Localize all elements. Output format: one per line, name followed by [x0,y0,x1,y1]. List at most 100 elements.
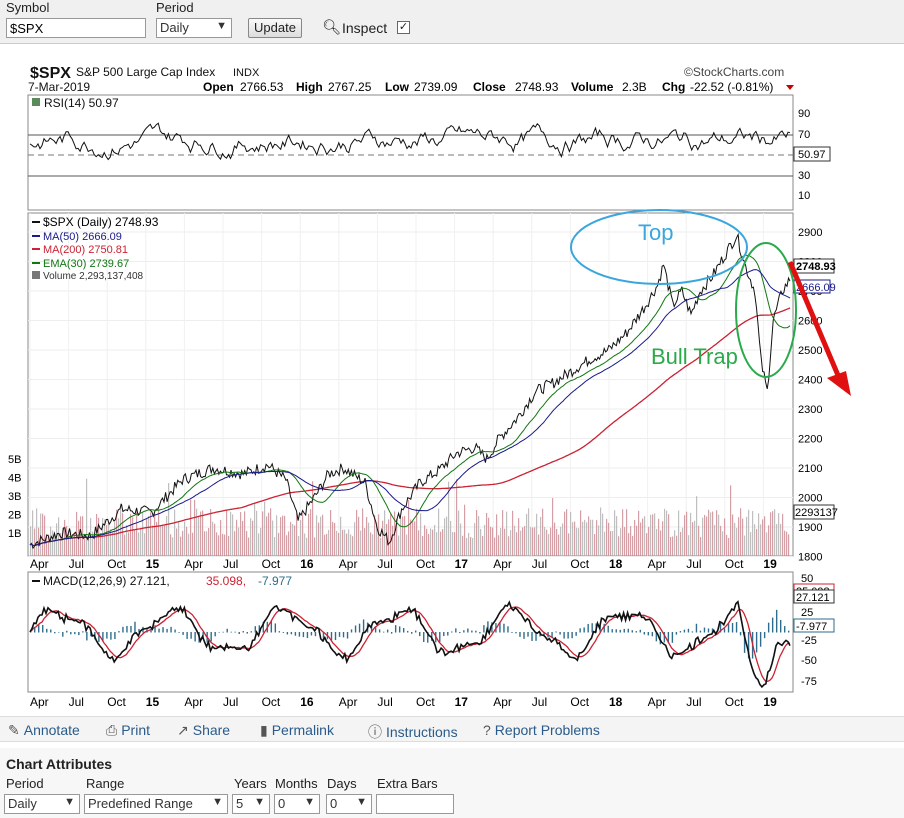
period-select[interactable]: Daily ▼ [156,18,232,38]
volume-bar [428,533,430,556]
inspect-checkbox[interactable]: ✓ [397,21,410,34]
attr-period-select[interactable]: Daily ▼ [4,794,80,814]
volume-bar [92,531,94,556]
volume-bar [110,529,112,556]
volume-bar [332,521,334,556]
volume-bar [624,527,626,556]
report-problems-link[interactable]: ? Report Problems [483,722,600,738]
volume-bar [114,520,116,556]
volume-bar [480,528,482,556]
macd-histogram-bar [747,632,750,659]
volume-bar [128,532,130,556]
macd-histogram-bar [194,632,196,642]
attr-range-select[interactable]: Predefined Range ▼ [84,794,228,814]
x-axis-label: Jul [69,695,84,709]
macd-histogram-bar [118,631,120,633]
volume-bar [182,530,184,556]
volume-bar [688,535,690,556]
x-axis-label: Jul [686,557,701,571]
volume-bar [502,509,504,556]
macd-histogram-bar [463,630,465,633]
volume-bar [496,514,498,556]
volume-bar [210,509,212,556]
macd-histogram-bar [559,632,561,635]
volume-bar [704,514,706,556]
volume-bar [424,525,426,556]
macd-histogram-bar [647,632,650,636]
volume-bar [686,511,688,556]
macd-histogram-bar [531,632,533,641]
volume-bar [38,527,40,556]
volume-bar [72,534,74,556]
volume-bar [630,526,632,556]
volume-bar [130,513,132,556]
chevron-down-icon: ▼ [304,796,315,808]
ma200-legend: MA(200) 2750.81 [43,244,128,256]
volume-bar [160,525,162,556]
macd-histogram-bar [619,629,621,633]
macd-histogram-bar [487,621,489,633]
volume-bar [348,529,350,556]
symbol-input[interactable] [6,18,146,38]
macd-histogram-bar [583,627,585,633]
chevron-down-icon: ▼ [216,20,227,32]
price-tick: 2900 [798,227,822,239]
rsi-value-tag: 50.97 [798,149,826,161]
volume-bar [572,522,574,556]
volume-bar [366,517,368,556]
macd-histogram-bar [427,632,429,643]
volume-bar [340,516,342,556]
volume-bar [680,531,682,556]
volume-bar [620,528,622,556]
macd-histogram-bar [402,628,405,633]
price-tick: 1900 [798,522,822,534]
x-axis-label: Oct [570,695,589,709]
macd-histogram-bar [270,620,273,633]
x-axis-label: Apr [184,695,203,709]
volume-bar [118,518,120,556]
permalink-link[interactable]: ▮ Permalink [260,722,334,739]
macd-hist-tag: -7.977 [796,621,827,633]
volume-bar [30,526,32,556]
volume-bar [386,523,388,556]
instructions-link[interactable]: ⓘ Instructions [368,722,458,742]
macd-histogram-bar [419,632,421,637]
volume-bar [108,522,110,556]
share-link[interactable]: ↗ Share [177,722,230,739]
macd-histogram-bar [475,630,477,633]
print-label: Print [121,722,150,738]
volume-bar [516,532,518,556]
macd-histogram-bar [262,621,265,633]
volume-bar [228,535,230,556]
volume-bar [74,532,76,556]
volume-bar [652,514,654,556]
macd-histogram-bar [230,631,232,633]
volume-bar [86,478,88,556]
volume-bar [608,522,610,556]
attr-extra-bars-input[interactable] [376,794,454,814]
volume-tick: 3B [8,491,21,503]
volume-bar [566,509,568,556]
macd-histogram-bar [775,609,778,633]
volume-bar [460,523,462,556]
attr-years-select[interactable]: 5 ▼ [232,794,270,814]
macd-histogram-bar [306,632,309,639]
macd-histogram-bar [591,623,593,633]
attr-days-select[interactable]: 0 ▼ [326,794,372,814]
top-annotation-label: Top [638,220,673,245]
update-button[interactable]: Update [248,18,302,38]
macd-histogram-bar [675,632,678,635]
volume-bar [102,517,104,556]
volume-bar [346,533,348,556]
volume-bar [146,518,148,556]
volume-bar [666,510,668,556]
macd-histogram-bar [158,628,160,633]
print-link[interactable]: ⎙ Print [106,722,150,739]
price-tick: 2200 [798,434,822,446]
volume-bar [212,521,214,556]
macd-histogram-bar [707,628,710,633]
x-axis-label: Oct [262,695,281,709]
macd-histogram-bar [46,628,48,633]
annotate-link[interactable]: ✎ Annotate [8,722,80,739]
attr-months-select[interactable]: 0 ▼ [274,794,320,814]
